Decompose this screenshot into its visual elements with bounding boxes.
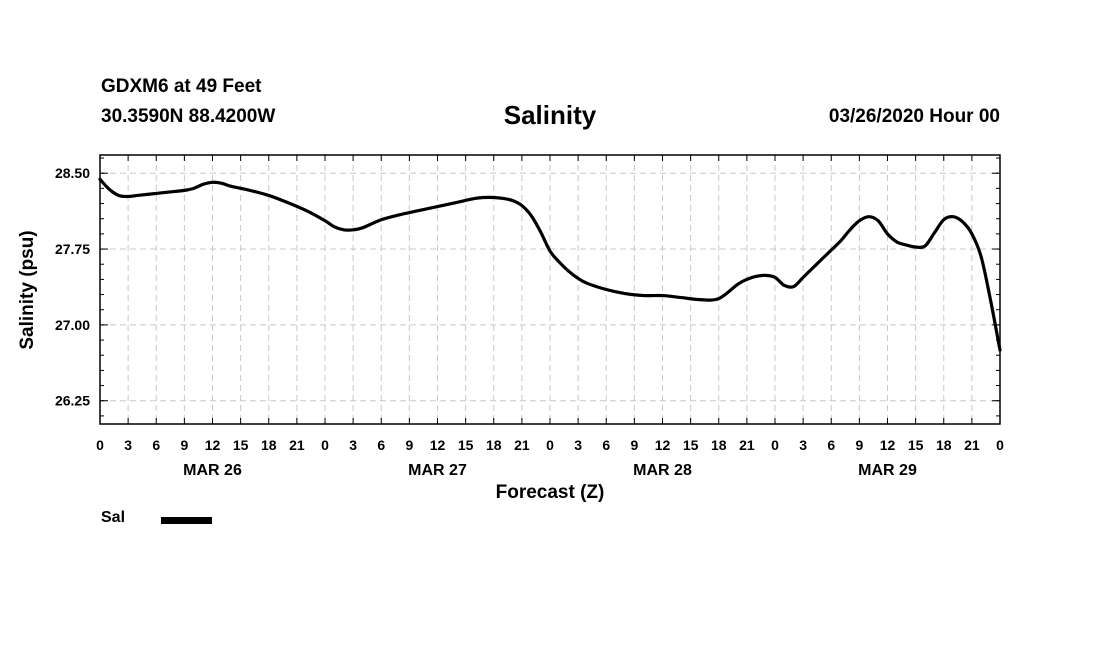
x-tick-label: 0 xyxy=(96,437,104,453)
salinity-series-line xyxy=(98,177,1002,352)
x-tick-label: 6 xyxy=(827,437,835,453)
x-tick-label: 21 xyxy=(964,437,980,453)
day-label: MAR 26 xyxy=(183,462,242,479)
x-tick-label: 15 xyxy=(458,437,474,453)
x-tick-label: 9 xyxy=(405,437,413,453)
x-tick-label: 6 xyxy=(152,437,160,453)
x-tick-label: 12 xyxy=(430,437,446,453)
station-name: GDXM6 at 49 Feet xyxy=(101,76,262,97)
x-tick-label: 18 xyxy=(486,437,502,453)
legend-label: Sal xyxy=(101,509,126,526)
issued-time: 03/26/2020 Hour 00 xyxy=(828,106,1000,127)
legend-swatch xyxy=(161,517,212,524)
x-tick-label: 18 xyxy=(261,437,277,453)
x-tick-label: 0 xyxy=(321,437,329,453)
y-tick-label: 28.50 xyxy=(55,165,90,181)
x-tick-label: 21 xyxy=(514,437,530,453)
x-tick-label: 0 xyxy=(546,437,554,453)
chart-title: Salinity xyxy=(503,100,597,130)
x-tick-label: 0 xyxy=(771,437,779,453)
x-tick-label: 9 xyxy=(180,437,188,453)
x-tick-label: 21 xyxy=(739,437,755,453)
x-tick-label: 12 xyxy=(205,437,221,453)
x-tick-label: 6 xyxy=(377,437,385,453)
x-tick-label: 15 xyxy=(233,437,249,453)
y-tick-label: 27.00 xyxy=(55,317,90,333)
station-coordinates: 30.3590N 88.4200W xyxy=(101,106,276,127)
day-label: MAR 28 xyxy=(633,462,692,479)
plot-frame xyxy=(99,154,1001,425)
x-tick-label: 9 xyxy=(630,437,638,453)
x-tick-label: 21 xyxy=(289,437,305,453)
day-label: MAR 27 xyxy=(408,462,467,479)
x-tick-label: 0 xyxy=(996,437,1004,453)
x-tick-label: 6 xyxy=(602,437,610,453)
x-tick-label: 3 xyxy=(349,437,357,453)
x-tick-label: 15 xyxy=(908,437,924,453)
x-tick-label: 3 xyxy=(124,437,132,453)
x-tick-label: 18 xyxy=(936,437,952,453)
x-tick-label: 3 xyxy=(574,437,582,453)
x-axis-label: Forecast (Z) xyxy=(495,482,605,503)
y-tick-label: 27.75 xyxy=(55,241,90,257)
y-tick-label: 26.25 xyxy=(55,393,90,409)
day-label: MAR 29 xyxy=(858,462,917,479)
x-tick-label: 9 xyxy=(855,437,863,453)
x-tick-label: 12 xyxy=(880,437,896,453)
x-tick-label: 18 xyxy=(711,437,727,453)
x-tick-label: 15 xyxy=(683,437,699,453)
x-tick-label: 3 xyxy=(799,437,807,453)
x-tick-label: 12 xyxy=(655,437,671,453)
